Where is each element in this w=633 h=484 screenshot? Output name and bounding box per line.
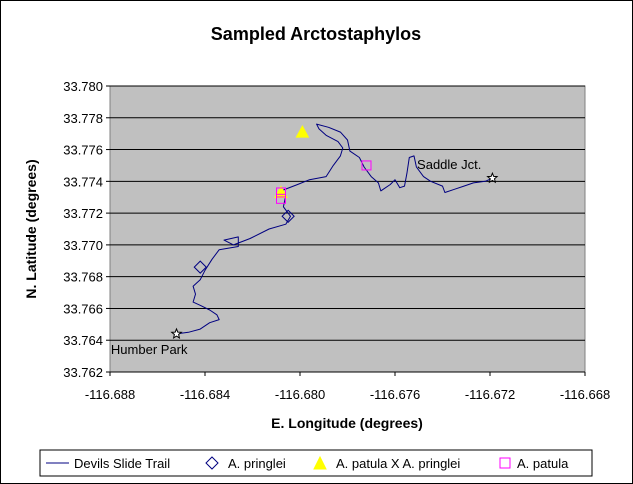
marker-square-1 bbox=[276, 187, 286, 198]
marker-star-1 bbox=[486, 171, 499, 184]
x-axis-title: E. Longitude (degrees) bbox=[271, 415, 423, 431]
marker-square-2 bbox=[276, 193, 286, 204]
y-tick-label-0: 33.780 bbox=[63, 79, 103, 94]
plot-area bbox=[109, 85, 586, 373]
trail-line-group bbox=[176, 123, 493, 335]
grid-lines bbox=[110, 85, 585, 373]
legend-square-icon bbox=[499, 457, 511, 469]
y-tick-label-4: 33.772 bbox=[63, 206, 103, 221]
annotation-label-1: Saddle Jct. bbox=[417, 157, 481, 172]
legend-diamond-icon bbox=[205, 456, 219, 470]
annotation-group: Humber Park Saddle Jct. bbox=[111, 157, 481, 357]
x-tick-label-3: -116.676 bbox=[370, 387, 420, 402]
x-tick-label-4: -116.672 bbox=[465, 387, 515, 402]
legend-label-hybrid: A. patula X A. pringlei bbox=[336, 456, 460, 471]
x-tick-label-1: -116.684 bbox=[180, 387, 230, 402]
marker-triangle-0 bbox=[295, 125, 310, 138]
legend: Devils Slide Trail A. pringlei A. patula… bbox=[39, 449, 593, 477]
x-tick-label-5: -116.668 bbox=[560, 387, 610, 402]
y-axis-title: N. Latitude (degrees) bbox=[23, 159, 39, 298]
y-tick-label-7: 33.766 bbox=[63, 301, 103, 316]
y-tick-label-1: 33.778 bbox=[63, 111, 103, 126]
chart-title: Sampled Arctostaphylos bbox=[211, 24, 421, 44]
marker-diamond-0 bbox=[193, 260, 207, 274]
y-tick-label-5: 33.770 bbox=[63, 238, 103, 253]
y-tick-label-2: 33.776 bbox=[63, 143, 103, 158]
legend-label-patula: A. patula bbox=[517, 456, 569, 471]
marker-group bbox=[170, 125, 499, 339]
x-tick-labels: -116.688 -116.684 -116.680 -116.676 -116.672… bbox=[85, 372, 610, 402]
y-tick-label-9: 33.762 bbox=[63, 365, 103, 380]
y-tick-label-3: 33.774 bbox=[63, 174, 103, 189]
legend-triangle-icon bbox=[313, 455, 327, 470]
marker-diamond-1 bbox=[281, 209, 295, 223]
trail-line-0 bbox=[176, 123, 493, 335]
annotation-label-0: Humber Park bbox=[111, 342, 188, 357]
marker-star-0 bbox=[170, 327, 183, 339]
y-tick-labels: 33.780 33.778 33.776 33.774 33.772 33.770 33.7… bbox=[63, 79, 110, 380]
x-tick-label-2: -116.680 bbox=[275, 387, 325, 402]
x-tick-label-0: -116.688 bbox=[85, 387, 135, 402]
marker-square-0 bbox=[361, 160, 372, 171]
legend-label-pringlei: A. pringlei bbox=[228, 456, 286, 471]
legend-label-trail: Devils Slide Trail bbox=[74, 456, 170, 471]
y-tick-label-6: 33.768 bbox=[63, 270, 103, 285]
y-tick-label-8: 33.764 bbox=[63, 333, 103, 348]
